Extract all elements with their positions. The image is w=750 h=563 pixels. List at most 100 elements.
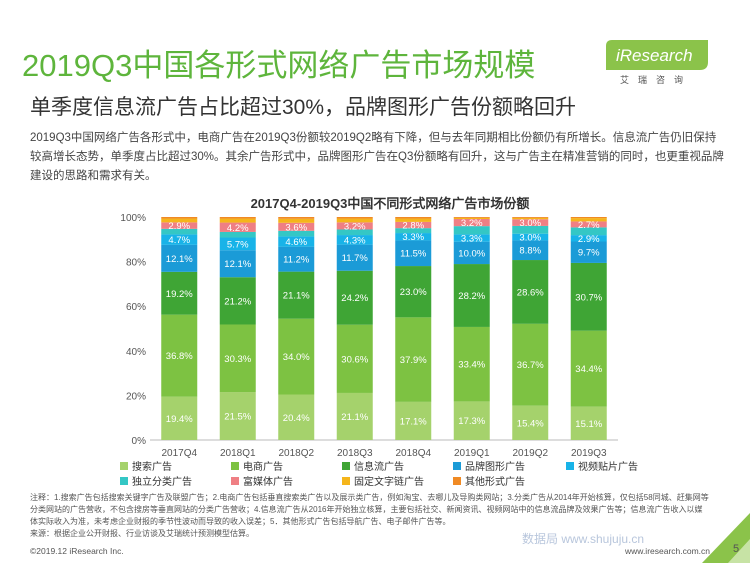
bar-segment bbox=[278, 218, 315, 223]
bar-segment bbox=[453, 217, 490, 218]
legend-item: 独立分类广告 bbox=[120, 475, 192, 488]
bar-segment bbox=[219, 222, 256, 232]
bar-segment bbox=[395, 228, 432, 234]
legend-swatch bbox=[120, 462, 128, 470]
data-label: 19.4% bbox=[166, 414, 193, 425]
y-tick-label: 0% bbox=[132, 436, 147, 447]
stacked-bar-chart: 2017Q4-2019Q3中国不同形式网络广告市场份额 0% 20% 40% 60% 8… bbox=[120, 196, 638, 488]
y-tick-label: 20% bbox=[126, 391, 146, 402]
bar-segment bbox=[395, 266, 432, 318]
data-label: 28.2% bbox=[458, 291, 485, 302]
bar-segment bbox=[336, 218, 373, 223]
x-tick-label: 2018Q4 bbox=[395, 448, 431, 459]
legend-item: 固定文字链广告 bbox=[342, 475, 424, 488]
x-tick-label: 2019Q1 bbox=[454, 448, 490, 459]
data-label: 5.7% bbox=[227, 239, 249, 250]
bar-segment bbox=[219, 277, 256, 325]
data-label: 2.8% bbox=[402, 221, 424, 232]
x-tick-label: 2018Q2 bbox=[278, 448, 314, 459]
bar-segment bbox=[453, 217, 490, 220]
legend-label: 固定文字链广告 bbox=[354, 475, 424, 488]
bar-segment bbox=[336, 324, 373, 393]
data-label: 3.0% bbox=[519, 233, 541, 244]
data-label: 37.9% bbox=[400, 355, 427, 366]
bar-segment bbox=[453, 234, 490, 242]
bar-segment bbox=[453, 226, 490, 235]
legend-label: 信息流广告 bbox=[354, 460, 404, 473]
data-label: 30.3% bbox=[224, 354, 251, 365]
data-label: 3.0% bbox=[519, 218, 541, 229]
data-label: 15.1% bbox=[575, 419, 602, 430]
bar-segment bbox=[512, 217, 549, 218]
bar-segment bbox=[395, 240, 432, 267]
footnote-source: 来源：根据企业公开财报、行业访谈及艾瑞统计预测模型估算。 bbox=[30, 529, 254, 538]
y-tick-label: 60% bbox=[126, 302, 146, 313]
bar-segment bbox=[278, 394, 315, 440]
copyright: ©2019.12 iResearch Inc. bbox=[30, 546, 124, 556]
bar-segment bbox=[570, 235, 607, 242]
data-label: 3.2% bbox=[461, 218, 483, 229]
bar-segment bbox=[336, 229, 373, 236]
bar-segment bbox=[570, 262, 607, 331]
legend-item: 电商广告 bbox=[231, 460, 283, 473]
bar-segment bbox=[161, 217, 198, 219]
legend-label: 搜索广告 bbox=[132, 460, 172, 473]
bar-segment bbox=[161, 218, 198, 223]
data-label: 3.6% bbox=[285, 222, 307, 233]
data-label: 2.9% bbox=[578, 234, 600, 245]
bar-segment bbox=[336, 217, 373, 219]
legend-swatch bbox=[231, 477, 239, 485]
logo-subtitle: 艾瑞咨询 bbox=[620, 75, 693, 85]
corner-decoration-light bbox=[728, 539, 750, 563]
footnote: 注释：1.搜索广告包括搜索关键字广告及联盟广告；2.电商广告包括垂直搜索类广告以… bbox=[30, 492, 710, 540]
bar-segment bbox=[219, 324, 256, 393]
x-tick-label: 2019Q3 bbox=[571, 448, 607, 459]
data-label: 4.2% bbox=[227, 223, 249, 234]
page-title: 2019Q3中国各形式网络广告市场规模 bbox=[22, 48, 536, 83]
legend-swatch bbox=[342, 477, 350, 485]
bar-segment bbox=[395, 218, 432, 222]
legend-swatch bbox=[566, 462, 574, 470]
bar-segment bbox=[512, 260, 549, 324]
data-label: 23.0% bbox=[400, 287, 427, 298]
page-number: 5 bbox=[733, 543, 740, 555]
plot-area: 0% 20% 40% 60% 80% 100% 19.4% 36.8% 19.2% 12.1% 4.… bbox=[120, 213, 618, 459]
data-label: 33.4% bbox=[458, 360, 485, 371]
bar-segment bbox=[336, 235, 373, 245]
bar-segment bbox=[453, 264, 490, 327]
bar-segment bbox=[161, 222, 198, 229]
bar-segment bbox=[453, 401, 490, 440]
data-label: 36.7% bbox=[517, 360, 544, 371]
data-label: 4.7% bbox=[168, 235, 190, 246]
website-link[interactable]: www.iresearch.com.cn bbox=[625, 546, 711, 556]
bar-segment bbox=[570, 218, 607, 222]
data-label: 34.0% bbox=[283, 352, 310, 363]
intro-paragraph: 2019Q3中国网络广告各形式中，电商广告在2019Q3份额较2019Q2略有下… bbox=[30, 132, 724, 182]
footnote-notes: 注释：1.搜索广告包括搜索关键字广告及联盟广告；2.电商广告包括垂直搜索类广告以… bbox=[30, 493, 709, 526]
data-label: 3.2% bbox=[344, 221, 366, 232]
legend-swatch bbox=[120, 477, 128, 485]
data-label: 3.3% bbox=[461, 234, 483, 245]
bar-segment bbox=[161, 396, 198, 440]
bar-segment bbox=[512, 225, 549, 234]
legend-swatch bbox=[342, 462, 350, 470]
data-label: 30.6% bbox=[341, 354, 368, 365]
data-label: 9.7% bbox=[578, 248, 600, 259]
legend-item: 信息流广告 bbox=[342, 460, 404, 473]
bar-segment bbox=[512, 240, 549, 261]
x-tick-label: 2018Q1 bbox=[220, 448, 256, 459]
legend-label: 视频贴片广告 bbox=[578, 460, 638, 473]
data-label: 24.2% bbox=[341, 293, 368, 304]
bar-segment bbox=[512, 217, 549, 220]
bar-segment bbox=[512, 219, 549, 226]
data-label: 3.3% bbox=[402, 232, 424, 243]
data-label: 10.0% bbox=[458, 248, 485, 259]
legend-item: 视频贴片广告 bbox=[566, 460, 638, 473]
bar-segment bbox=[512, 405, 549, 440]
page-subtitle: 单季度信息流广告占比超过30%，品牌图形广告份额略回升 bbox=[30, 96, 577, 119]
data-label: 8.8% bbox=[519, 246, 541, 257]
data-label: 12.1% bbox=[166, 254, 193, 265]
bar-segment bbox=[278, 222, 315, 231]
bar-segment bbox=[219, 218, 256, 223]
